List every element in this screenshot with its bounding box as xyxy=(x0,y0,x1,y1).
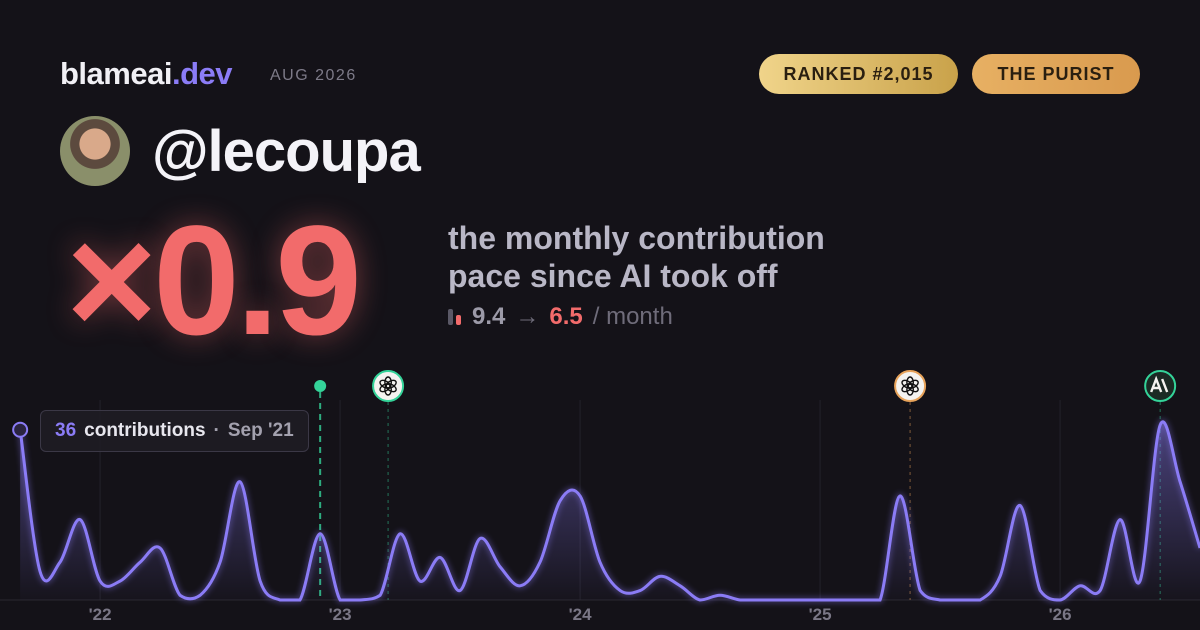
title-badge: THE PURIST xyxy=(972,54,1140,94)
multiplier: ×0.9 xyxy=(66,194,362,368)
event-icon xyxy=(1144,370,1177,402)
tooltip-value: 36 xyxy=(55,420,77,441)
description: pace since AI took off xyxy=(448,258,778,294)
events xyxy=(314,370,1177,600)
rank-badge: RANKED #2,015 xyxy=(759,54,958,94)
anthropic-glyph xyxy=(1150,375,1169,393)
line xyxy=(18,420,1200,602)
description: the monthly contribution xyxy=(448,220,825,256)
after: 6.5 xyxy=(549,303,583,330)
openai-glyph xyxy=(379,379,391,389)
event-dot xyxy=(314,380,327,392)
unit: / month xyxy=(592,303,673,330)
tooltip-label: contributions xyxy=(84,420,206,441)
brand-suffix: .dev xyxy=(171,56,233,91)
x-tick-label: '24 xyxy=(569,605,592,624)
x-tick-label: '22 xyxy=(89,605,112,624)
brand: blameai.dev xyxy=(60,56,232,92)
x-tick-label: '26 xyxy=(1049,605,1072,624)
before: 9.4 xyxy=(472,303,506,330)
date: AUG 2026 xyxy=(270,67,357,84)
openai-glyph xyxy=(901,379,913,389)
tooltip-separator: · xyxy=(213,420,220,441)
pace-icon xyxy=(448,309,461,325)
tooltip: 36 contributions · Sep '21 xyxy=(40,410,309,452)
x-tick-label: '25 xyxy=(809,605,832,624)
tooltip-date: Sep '21 xyxy=(227,420,294,441)
avatar xyxy=(60,116,130,186)
stats: 9.4 → 6.5 / month xyxy=(448,303,673,331)
arrow: → xyxy=(515,303,540,330)
x-tick-label: '23 xyxy=(329,605,352,624)
username: @lecoupa xyxy=(152,119,421,184)
brand-name: blameai xyxy=(60,56,172,91)
event-icon xyxy=(372,370,405,402)
event-icon xyxy=(894,370,927,402)
hover-point xyxy=(12,421,29,438)
area xyxy=(20,421,1200,600)
